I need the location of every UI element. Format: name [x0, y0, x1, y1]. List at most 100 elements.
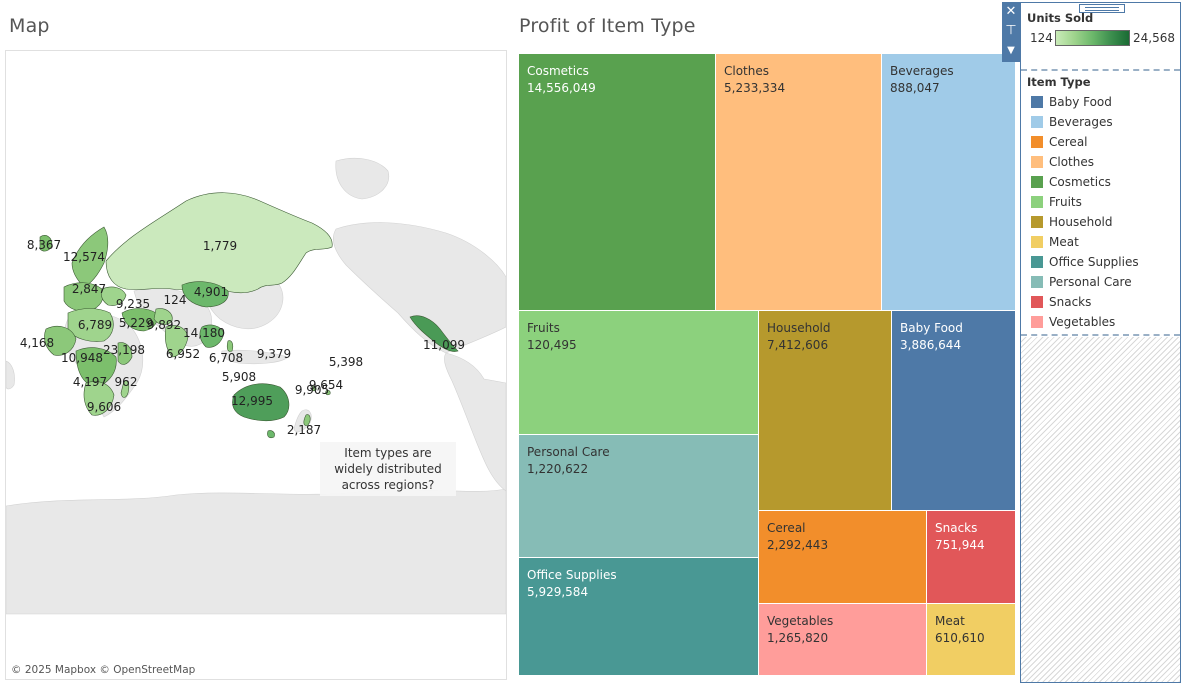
- map-value-label: 4,168: [19, 336, 55, 350]
- tile-value: 5,233,334: [724, 81, 786, 95]
- item-type-legend-title: Item Type: [1027, 75, 1091, 89]
- legend-label: Baby Food: [1049, 95, 1112, 109]
- treemap-tile-beverages[interactable]: Beverages 888,047: [882, 54, 1016, 311]
- legend-label: Beverages: [1049, 115, 1113, 129]
- country-shapes: [39, 192, 459, 439]
- treemap-tile-clothes[interactable]: Clothes 5,233,334: [716, 54, 882, 311]
- legend-label: Office Supplies: [1049, 255, 1139, 269]
- map-value-label: 10,948: [61, 351, 103, 365]
- tile-value: 1,220,622: [527, 462, 589, 476]
- legend-item-office-supplies[interactable]: Office Supplies: [1031, 255, 1139, 271]
- treemap-tile-office-supplies[interactable]: Office Supplies 5,929,584: [519, 558, 759, 676]
- legend-swatch: [1031, 156, 1043, 168]
- map-value-label: 4,901: [193, 285, 229, 299]
- treemap[interactable]: Cosmetics 14,556,049 Clothes 5,233,334 Bever…: [519, 54, 1016, 676]
- treemap-tile-vegetables[interactable]: Vegetables 1,265,820: [759, 604, 927, 676]
- legend-label: Cosmetics: [1049, 175, 1111, 189]
- treemap-tile-cereal[interactable]: Cereal 2,292,443: [759, 511, 927, 604]
- legend-item-personal-care[interactable]: Personal Care: [1031, 275, 1132, 291]
- drag-handle-icon[interactable]: [1079, 4, 1125, 13]
- map-value-label: 23,198: [103, 343, 145, 357]
- map-title: Map: [9, 15, 50, 37]
- tile-name: Fruits: [527, 321, 560, 335]
- legend-swatch: [1031, 316, 1043, 328]
- treemap-tile-meat[interactable]: Meat 610,610: [927, 604, 1016, 676]
- legend-item-snacks[interactable]: Snacks: [1031, 295, 1091, 311]
- tile-value: 120,495: [527, 338, 577, 352]
- treemap-tile-fruits[interactable]: Fruits 120,495: [519, 311, 759, 435]
- legend-item-cosmetics[interactable]: Cosmetics: [1031, 175, 1111, 191]
- legend-label: Vegetables: [1049, 315, 1116, 329]
- treemap-tile-household[interactable]: Household 7,412,606: [759, 311, 892, 511]
- tile-name: Beverages: [890, 64, 954, 78]
- map-value-label: 1,779: [202, 239, 238, 253]
- map-view[interactable]: 8,367 12,574 1,779 2,847 9,235 124 4,901 6,789 5…: [5, 50, 507, 680]
- map-value-label: 6,952: [165, 347, 201, 361]
- legend-swatch: [1031, 276, 1043, 288]
- units-sold-max: 24,568: [1133, 31, 1175, 45]
- treemap-tile-snacks[interactable]: Snacks 751,944: [927, 511, 1016, 604]
- legend-label: Household: [1049, 215, 1113, 229]
- legend-item-vegetables[interactable]: Vegetables: [1031, 315, 1115, 331]
- legend-label: Fruits: [1049, 195, 1082, 209]
- legend-label: Cereal: [1049, 135, 1088, 149]
- legend-item-clothes[interactable]: Clothes: [1031, 155, 1094, 171]
- map-value-label: 8,367: [26, 238, 62, 252]
- pin-icon[interactable]: ⊤: [1005, 23, 1017, 38]
- map-value-label: 9,235: [115, 297, 151, 311]
- tile-value: 610,610: [935, 631, 985, 645]
- legend-swatch: [1031, 136, 1043, 148]
- tile-name: Household: [767, 321, 831, 335]
- map-attribution[interactable]: © 2025 Mapbox © OpenStreetMap: [11, 664, 196, 676]
- legend-item-meat[interactable]: Meat: [1031, 235, 1079, 251]
- legend-item-beverages[interactable]: Beverages: [1031, 115, 1113, 131]
- treemap-tile-personal-care[interactable]: Personal Care 1,220,622: [519, 435, 759, 558]
- map-value-label: 4,197: [72, 375, 108, 389]
- tile-name: Cereal: [767, 521, 806, 535]
- legend-item-fruits[interactable]: Fruits: [1031, 195, 1082, 211]
- treemap-title: Profit of Item Type: [519, 15, 696, 37]
- tile-name: Snacks: [935, 521, 978, 535]
- tile-value: 3,886,644: [900, 338, 962, 352]
- legend-swatch: [1031, 256, 1043, 268]
- map-value-label: 9,892: [146, 318, 182, 332]
- tile-name: Meat: [935, 614, 965, 628]
- tile-value: 2,292,443: [767, 538, 829, 552]
- tile-value: 7,412,606: [767, 338, 829, 352]
- treemap-tile-baby-food[interactable]: Baby Food 3,886,644: [892, 311, 1016, 511]
- map-value-label: 12,995: [231, 394, 273, 408]
- legend-item-household[interactable]: Household: [1031, 215, 1113, 231]
- tile-name: Clothes: [724, 64, 769, 78]
- tile-value: 1,265,820: [767, 631, 829, 645]
- legend-toolbar: ✕ ⊤ ▼: [1002, 2, 1020, 62]
- legend-item-baby-food[interactable]: Baby Food: [1031, 95, 1112, 111]
- legend-swatch: [1031, 236, 1043, 248]
- map-value-label: 14,180: [183, 326, 225, 340]
- legend-swatch: [1031, 296, 1043, 308]
- map-value-label: 11,099: [423, 338, 465, 352]
- legend-label: Snacks: [1049, 295, 1092, 309]
- tile-value: 5,929,584: [527, 585, 589, 599]
- legend-label: Personal Care: [1049, 275, 1132, 289]
- close-icon[interactable]: ✕: [1005, 4, 1017, 19]
- units-sold-color-ramp: [1055, 30, 1130, 46]
- legend-swatch: [1031, 176, 1043, 188]
- map-annotation: Item types are widely distributed across…: [320, 442, 456, 496]
- legend-label: Clothes: [1049, 155, 1094, 169]
- legend-swatch: [1031, 216, 1043, 228]
- tile-name: Cosmetics: [527, 64, 589, 78]
- map-canvas[interactable]: [6, 51, 506, 679]
- map-value-label: 2,187: [286, 423, 322, 437]
- tile-name: Personal Care: [527, 445, 610, 459]
- treemap-tile-cosmetics[interactable]: Cosmetics 14,556,049: [519, 54, 716, 311]
- map-value-label: 9,654: [308, 378, 344, 392]
- legend-item-cereal[interactable]: Cereal: [1031, 135, 1088, 151]
- map-value-label: 2,847: [71, 282, 107, 296]
- tile-value: 888,047: [890, 81, 940, 95]
- map-value-label: 5,398: [328, 355, 364, 369]
- dropdown-icon[interactable]: ▼: [1007, 45, 1015, 56]
- map-value-label: 5,908: [221, 370, 257, 384]
- units-sold-min: 124: [1030, 31, 1053, 45]
- legend-swatch: [1031, 116, 1043, 128]
- map-value-label: 124: [163, 293, 187, 307]
